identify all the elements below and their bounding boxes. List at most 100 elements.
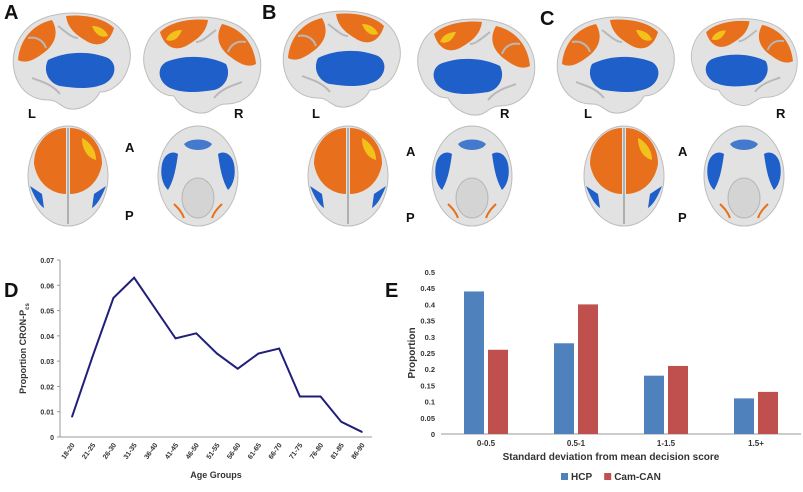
y-axis-title: Proportion CRON-Pcs bbox=[18, 303, 31, 394]
y-tick-label: 0.4 bbox=[425, 300, 436, 309]
x-axis-title: Standard deviation from mean decision sc… bbox=[503, 452, 720, 463]
label-a-posterior: P bbox=[125, 208, 134, 223]
bar-camcan bbox=[488, 349, 508, 434]
bar-hcp bbox=[644, 375, 664, 434]
bar-hcp bbox=[554, 343, 574, 434]
x-tick-label: 1-1.5 bbox=[657, 439, 676, 448]
y-tick-label: 0.5 bbox=[425, 268, 435, 277]
x-tick-label: 66-70 bbox=[268, 442, 284, 461]
data-point bbox=[278, 347, 280, 350]
data-point bbox=[71, 415, 73, 418]
x-tick-label: 81-85 bbox=[330, 442, 346, 461]
brain-c-dorsal bbox=[583, 125, 665, 227]
legend-swatch-camcan bbox=[604, 473, 612, 480]
x-tick-label: 1.5+ bbox=[748, 439, 764, 448]
brain-a-right-lateral bbox=[142, 16, 262, 115]
brain-a-dorsal bbox=[27, 125, 109, 227]
x-tick-label: 0.5-1 bbox=[567, 439, 586, 448]
panel-letter-b: B bbox=[262, 2, 277, 24]
bar-hcp bbox=[734, 398, 754, 434]
y-tick-label: 0.45 bbox=[420, 284, 435, 293]
y-tick-label: 0.35 bbox=[420, 317, 435, 326]
x-tick-label: 26-30 bbox=[102, 442, 118, 461]
series-line bbox=[71, 276, 363, 433]
data-point bbox=[236, 367, 239, 370]
bar-camcan bbox=[668, 365, 688, 434]
brain-b-left-lateral bbox=[282, 10, 402, 109]
x-tick-label: 36-40 bbox=[143, 442, 159, 461]
x-tick-label: 76-80 bbox=[309, 442, 325, 461]
x-axis-title: Age Groups bbox=[190, 470, 242, 480]
data-point bbox=[257, 352, 260, 355]
y-tick-label: 0 bbox=[431, 430, 435, 439]
panel-letter-a: A bbox=[4, 2, 19, 24]
label-a-right: R bbox=[234, 106, 244, 121]
data-point bbox=[112, 297, 115, 299]
chart-e-bar: 0 0.05 0.1 0.15 0.2 0.25 0.3 0.35 0.4 0.45 0.5 0-0.… bbox=[407, 268, 801, 483]
y-tick-label: 0.01 bbox=[40, 410, 54, 417]
bar-camcan bbox=[758, 391, 778, 434]
legend-swatch-hcp bbox=[561, 473, 568, 480]
label-c-left: L bbox=[584, 106, 592, 121]
y-tick-label: 0.3 bbox=[425, 333, 435, 342]
x-tick-label: 61-65 bbox=[247, 442, 263, 461]
data-point bbox=[299, 395, 301, 398]
brain-c-ventral bbox=[703, 125, 785, 227]
x-tick-label: 71-75 bbox=[288, 442, 304, 461]
data-point bbox=[133, 276, 135, 279]
y-tick-label: 0.04 bbox=[40, 334, 54, 341]
bar-camcan bbox=[578, 304, 598, 434]
x-tick-label: 21-25 bbox=[81, 442, 97, 461]
y-tick-label: 0 bbox=[50, 435, 54, 442]
x-tick-label: 41-45 bbox=[164, 442, 180, 461]
label-a-anterior: A bbox=[125, 140, 135, 155]
x-tick-label: 51-55 bbox=[206, 442, 222, 461]
y-tick-label: 0.25 bbox=[420, 349, 435, 358]
brain-a-left-lateral bbox=[12, 12, 132, 111]
bar-hcp bbox=[464, 291, 484, 434]
x-tick-label: 31-35 bbox=[123, 442, 139, 461]
label-b-right: R bbox=[500, 106, 510, 121]
y-tick-label: 0.03 bbox=[40, 359, 54, 366]
data-point bbox=[361, 431, 363, 433]
data-point bbox=[154, 307, 156, 309]
panel-letter-d: D bbox=[4, 280, 19, 302]
chart-d-line: 0 0.01 0.02 0.03 0.04 0.05 0.06 0.07 18-20 21-25 2… bbox=[18, 258, 372, 480]
label-b-posterior: P bbox=[406, 210, 415, 225]
y-tick-label: 0.2 bbox=[425, 365, 435, 374]
y-tick-label: 0.07 bbox=[40, 258, 54, 265]
label-b-anterior: A bbox=[406, 144, 416, 159]
y-tick-label: 0.1 bbox=[425, 398, 435, 407]
y-axis-title: Proportion bbox=[407, 327, 418, 378]
x-tick-label: 86-90 bbox=[351, 442, 367, 461]
brain-c-right-lateral bbox=[690, 17, 799, 107]
data-point bbox=[174, 337, 177, 340]
legend-label-camcan: Cam-CAN bbox=[614, 472, 661, 483]
label-c-posterior: P bbox=[678, 210, 687, 225]
brain-b-right-lateral bbox=[416, 18, 536, 117]
data-point bbox=[319, 395, 322, 398]
data-point bbox=[195, 332, 198, 335]
label-c-right: R bbox=[776, 106, 786, 121]
brain-b-dorsal bbox=[307, 125, 389, 227]
y-tick-label: 0.02 bbox=[40, 384, 54, 391]
x-tick-label: 0-0.5 bbox=[477, 439, 496, 448]
y-tick-label: 0.06 bbox=[40, 283, 54, 290]
label-a-left: L bbox=[28, 106, 36, 121]
brain-c-left-lateral bbox=[556, 16, 676, 115]
panel-letter-e: E bbox=[385, 280, 399, 302]
brain-a-ventral bbox=[157, 125, 239, 227]
data-point bbox=[340, 421, 343, 423]
data-point bbox=[91, 355, 94, 357]
y-tick-label: 0.15 bbox=[420, 381, 435, 390]
x-tick-label: 56-60 bbox=[226, 442, 242, 461]
y-tick-label: 0.05 bbox=[40, 309, 54, 316]
brain-b-ventral bbox=[431, 125, 513, 227]
label-b-left: L bbox=[312, 106, 320, 121]
y-tick-label: 0.05 bbox=[420, 414, 435, 423]
x-tick-label: 18-20 bbox=[61, 442, 77, 461]
legend-label-hcp: HCP bbox=[571, 472, 592, 483]
panel-letter-c: C bbox=[540, 8, 555, 30]
label-c-anterior: A bbox=[678, 144, 688, 159]
data-point bbox=[216, 352, 218, 355]
